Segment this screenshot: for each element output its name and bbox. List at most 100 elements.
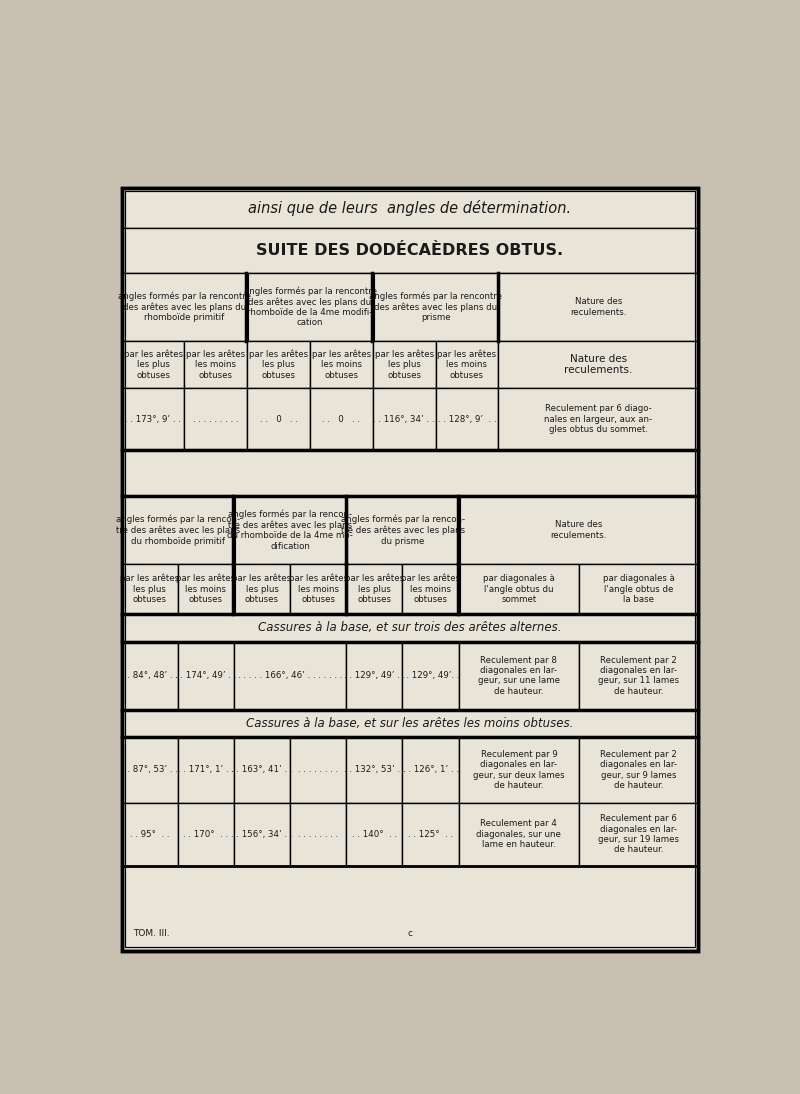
Bar [373, 388, 435, 450]
Text: . . 128°, 9’  . .: . . 128°, 9’ . . [438, 415, 496, 423]
Bar [346, 565, 402, 614]
Text: . .   0   . .: . . 0 . . [260, 415, 298, 423]
Bar [402, 565, 459, 614]
Text: par les arêtes
les moins
obtuses: par les arêtes les moins obtuses [312, 349, 371, 380]
Text: par les arêtes
les plus
obtuses: par les arêtes les plus obtuses [233, 574, 291, 604]
Text: Reculement par 4
diagonales, sur une
lame en hauteur.: Reculement par 4 diagonales, sur une lam… [477, 819, 562, 849]
Bar [125, 191, 695, 947]
Bar [290, 803, 346, 865]
Bar [310, 388, 373, 450]
Bar [122, 614, 698, 642]
Text: . . . . . . . . .: . . . . . . . . . [193, 415, 238, 423]
Bar [498, 274, 698, 340]
Text: . . 170°  . .: . . 170° . . [183, 829, 228, 839]
Text: par les arêtes
les moins
obtuses: par les arêtes les moins obtuses [176, 574, 235, 604]
Text: Reculement par 2
diagonales en lar-
geur, sur 11 lames
de hauteur.: Reculement par 2 diagonales en lar- geur… [598, 655, 679, 696]
Bar [373, 274, 498, 340]
Text: Reculement par 6 diago-
nales en largeur, aux an-
gles obtus du sommet.: Reculement par 6 diago- nales en largeur… [544, 405, 652, 434]
Text: par les arêtes
les moins
obtuses: par les arêtes les moins obtuses [438, 349, 497, 380]
Text: . . 140°  . .: . . 140° . . [352, 829, 397, 839]
Text: ainsi que de leurs  angles de détermination.: ainsi que de leurs angles de déterminati… [249, 200, 571, 217]
Bar [435, 388, 498, 450]
Text: Reculement par 2
diagonales en lar-
geur, sur 9 lames
de hauteur.: Reculement par 2 diagonales en lar- geur… [600, 749, 677, 790]
Text: par les arêtes
les plus
obtuses: par les arêtes les plus obtuses [249, 349, 308, 380]
Text: Reculement par 9
diagonales en lar-
geur, sur deux lames
de hauteur.: Reculement par 9 diagonales en lar- geur… [473, 749, 565, 790]
Text: angles formés par la rencontre
des arêtes avec les plans du
prisme: angles formés par la rencontre des arête… [369, 291, 502, 323]
Bar [122, 188, 698, 229]
Text: . .   0   . .: . . 0 . . [322, 415, 361, 423]
Text: Nature des
reculements.: Nature des reculements. [570, 298, 626, 316]
Bar [498, 388, 698, 450]
Text: par les arêtes
les plus
obtuses: par les arêtes les plus obtuses [120, 574, 179, 604]
Bar [459, 803, 579, 865]
Bar [459, 642, 579, 710]
Bar [247, 274, 373, 340]
Bar [178, 642, 234, 710]
Text: . . . . . 166°, 46’ . . . . . . .: . . . . . 166°, 46’ . . . . . . . [238, 672, 342, 680]
Text: Reculement par 6
diagonales en lar-
geur, sur 19 lames
de hauteur.: Reculement par 6 diagonales en lar- geur… [598, 814, 679, 854]
Bar [459, 737, 579, 803]
Bar [290, 737, 346, 803]
Text: par les arêtes
les moins
obtuses: par les arêtes les moins obtuses [186, 349, 246, 380]
Bar [122, 642, 178, 710]
Bar [122, 565, 178, 614]
Text: par les arêtes
les plus
obtuses: par les arêtes les plus obtuses [123, 349, 182, 380]
Bar [498, 340, 698, 388]
Text: par diagonales à
l'angle obtus du
sommet: par diagonales à l'angle obtus du sommet [483, 574, 555, 604]
Bar [290, 565, 346, 614]
Text: . . 125°  . .: . . 125° . . [408, 829, 453, 839]
Bar [435, 340, 498, 388]
Text: par les arêtes
les moins
obtuses: par les arêtes les moins obtuses [289, 574, 348, 604]
Bar [122, 388, 185, 450]
Bar [122, 450, 698, 497]
Text: . . 116°, 34’ . .: . . 116°, 34’ . . [374, 415, 435, 423]
Text: c: c [407, 929, 413, 939]
Bar [579, 642, 698, 710]
Bar [122, 340, 185, 388]
Bar [122, 803, 178, 865]
Text: angles formés par la rencontre
des arêtes avec les plans du
rhomboïde de la 4me : angles formés par la rencontre des arête… [243, 287, 377, 327]
Text: SUITE DES DODÉCAÈDRES OBTUS.: SUITE DES DODÉCAÈDRES OBTUS. [257, 243, 563, 258]
Text: . . 129°, 49’ . .: . . 129°, 49’ . . [344, 672, 405, 680]
Bar [579, 737, 698, 803]
Text: . . . . . . . .: . . . . . . . . [298, 829, 338, 839]
Bar [234, 497, 346, 565]
Text: TOM. III.: TOM. III. [134, 929, 170, 939]
Text: par les arêtes
les plus
obtuses: par les arêtes les plus obtuses [345, 574, 404, 604]
Bar [346, 803, 402, 865]
Text: . . 171°, 1’ . .: . . 171°, 1’ . . [178, 766, 234, 775]
Bar [402, 737, 459, 803]
Bar [178, 803, 234, 865]
Bar [247, 388, 310, 450]
Bar [346, 737, 402, 803]
Text: Cassures à la base, et sur les arêtes les moins obtuses.: Cassures à la base, et sur les arêtes le… [246, 717, 574, 730]
Text: Reculement par 8
diagonales en lar-
geur, sur une lame
de hauteur.: Reculement par 8 diagonales en lar- geur… [478, 655, 560, 696]
Bar [459, 565, 579, 614]
Bar [234, 565, 290, 614]
Text: angles formés par la rencon-
tre des arêtes avec les plans
du rhomboïde primitif: angles formés par la rencon- tre des arê… [116, 514, 240, 546]
Text: . . 129°, 49’. .: . . 129°, 49’. . [402, 672, 460, 680]
Bar [247, 340, 310, 388]
Text: . . 87°, 53’ . .: . . 87°, 53’ . . [122, 766, 178, 775]
Bar [122, 274, 247, 340]
Bar [125, 191, 695, 947]
Text: . . 173°, 9’ . .: . . 173°, 9’ . . [125, 415, 181, 423]
Bar [234, 737, 290, 803]
Bar [178, 737, 234, 803]
Bar [459, 497, 698, 565]
Text: Nature des
reculements.: Nature des reculements. [550, 521, 606, 539]
Bar [310, 340, 373, 388]
Text: angles formés par la rencontre
des arêtes avec les plans du
rhomboïde primitif: angles formés par la rencontre des arête… [118, 291, 251, 323]
Text: Nature des
reculements.: Nature des reculements. [564, 353, 633, 375]
Text: . . . . . . . .: . . . . . . . . [298, 766, 338, 775]
Bar [234, 642, 346, 710]
Bar [234, 803, 290, 865]
Text: . . 132°, 53’ . .: . . 132°, 53’ . . [344, 766, 405, 775]
Text: . . 84°, 48’ . .: . . 84°, 48’ . . [122, 672, 178, 680]
Bar [373, 340, 435, 388]
Text: par les arêtes
les plus
obtuses: par les arêtes les plus obtuses [374, 349, 434, 380]
Text: . . 126°, 1’ . .: . . 126°, 1’ . . [402, 766, 458, 775]
Bar [346, 497, 459, 565]
Bar [122, 737, 178, 803]
Bar [185, 340, 247, 388]
